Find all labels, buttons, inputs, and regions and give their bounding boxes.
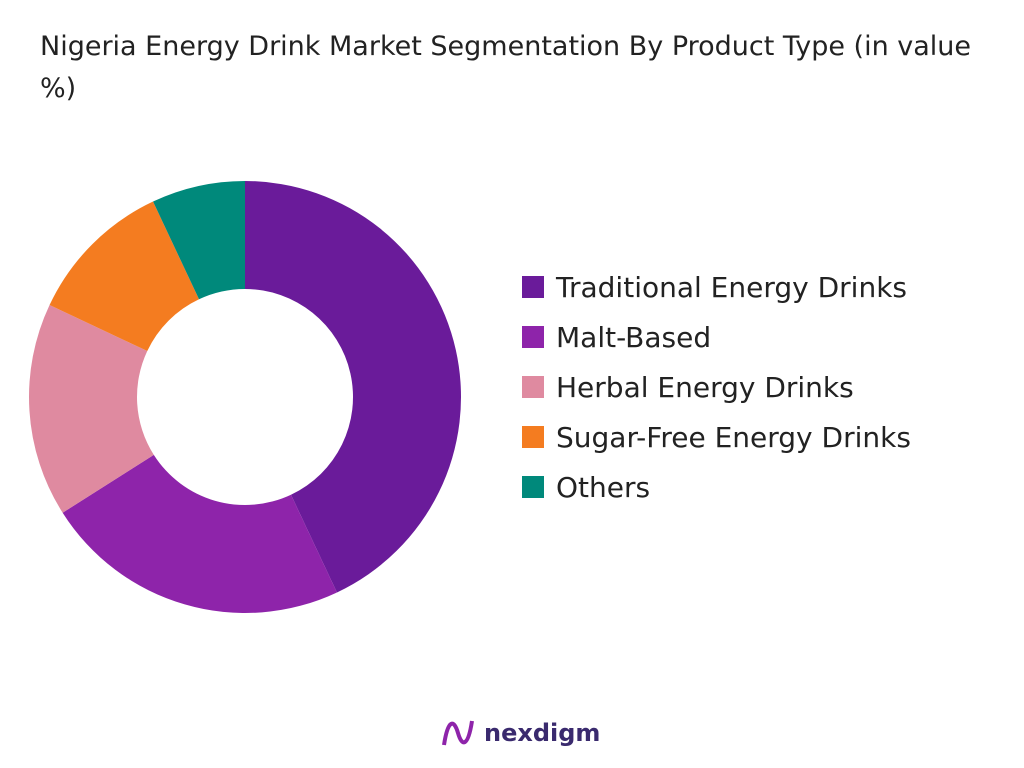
donut-slice [245, 181, 462, 593]
legend-label: Sugar-Free Energy Drinks [556, 420, 911, 454]
legend-label: Herbal Energy Drinks [556, 370, 854, 404]
legend-item: Others [522, 462, 911, 512]
donut-slice [28, 305, 154, 513]
donut-slice [62, 454, 337, 613]
legend-swatch [522, 326, 544, 348]
brand-logo: nexdigm [440, 715, 600, 751]
legend-swatch [522, 376, 544, 398]
legend-item: Sugar-Free Energy Drinks [522, 412, 911, 462]
legend-item: Herbal Energy Drinks [522, 362, 911, 412]
legend-label: Others [556, 470, 651, 504]
legend: Traditional Energy Drinks Malt-Based Herba… [522, 262, 911, 512]
legend-item: Malt-Based [522, 312, 911, 362]
legend-label: Malt-Based [556, 320, 712, 354]
donut-slice [153, 181, 245, 300]
legend-swatch [522, 426, 544, 448]
donut-slice [49, 201, 200, 352]
brand-name: nexdigm [484, 719, 601, 747]
legend-swatch [522, 276, 544, 298]
legend-label: Traditional Energy Drinks [556, 270, 908, 304]
chart-title: Nigeria Energy Drink Market Segmentation… [40, 31, 972, 104]
legend-swatch [522, 476, 544, 498]
brand-icon [442, 720, 474, 746]
legend-item: Traditional Energy Drinks [522, 262, 911, 312]
